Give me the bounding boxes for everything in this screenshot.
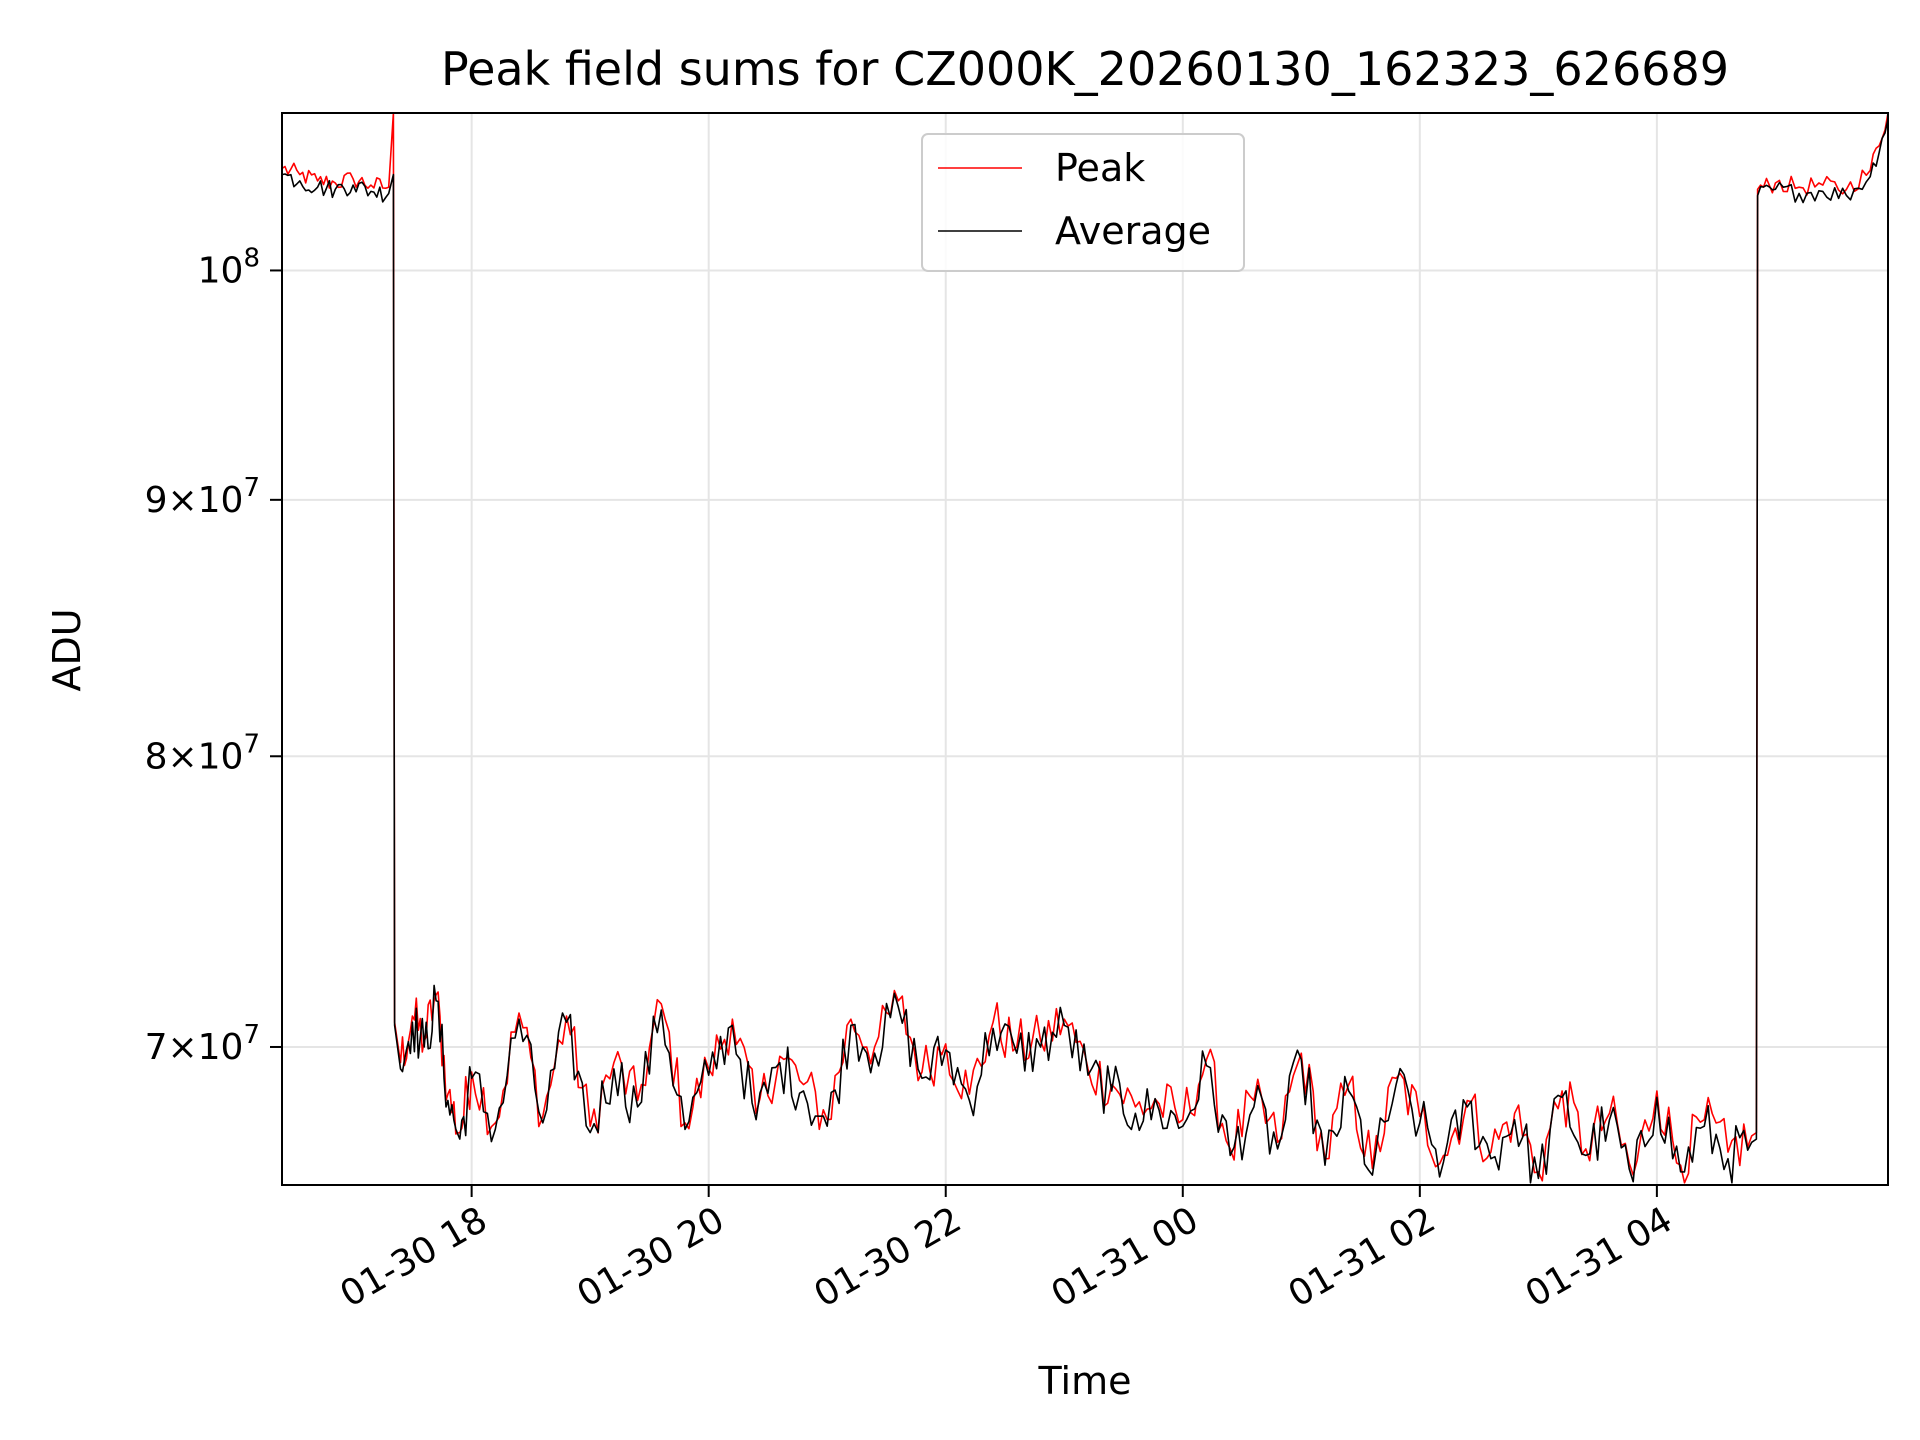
- series-line-average: [281, 118, 1889, 1184]
- y-tick-label: 108: [198, 243, 260, 291]
- chart-title: Peak field sums for CZ000K_20260130_1623…: [441, 42, 1729, 96]
- y-axis-label: ADU: [45, 608, 89, 691]
- legend-peak-label: Peak: [1055, 146, 1145, 190]
- plot-frame: [281, 112, 1889, 1186]
- y-tick-label: 7×107: [145, 1020, 260, 1068]
- legend: Peak Average: [921, 133, 1245, 272]
- series-layer: [281, 112, 1889, 1184]
- y-axis: 7×107 8×107 9×107 108: [145, 243, 282, 1068]
- y-tick-label: 8×107: [145, 729, 260, 777]
- x-axis-label: Time: [1038, 1359, 1132, 1403]
- y-tick-label: 9×107: [145, 473, 260, 521]
- legend-average-label: Average: [1055, 209, 1211, 253]
